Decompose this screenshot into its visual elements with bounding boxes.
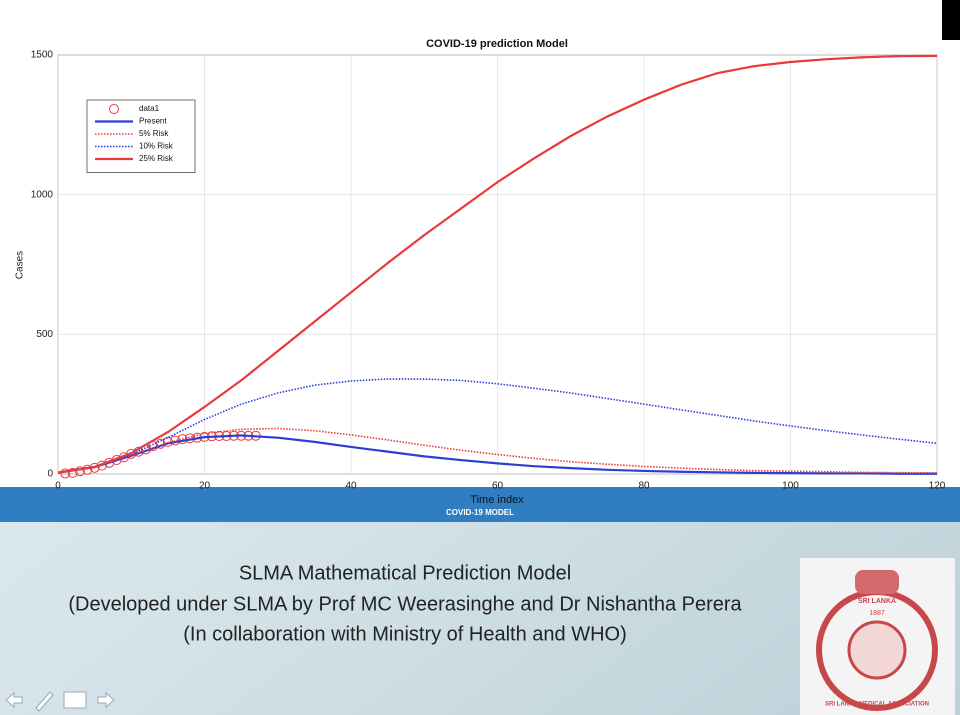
line bbox=[57, 54, 938, 474]
data-point bbox=[60, 468, 71, 479]
caption-line: (In collaboration with Ministry of Healt… bbox=[183, 623, 627, 645]
nav-icons[interactable] bbox=[5, 691, 115, 712]
nav-menu[interactable] bbox=[63, 691, 87, 709]
nav-back[interactable] bbox=[5, 691, 23, 709]
legend-box bbox=[86, 99, 196, 173]
legend-marker bbox=[109, 104, 119, 114]
legend-label: 25% Risk bbox=[139, 154, 174, 163]
line bbox=[57, 378, 938, 474]
logo-elephant bbox=[855, 570, 899, 594]
x-tick-label: 40 bbox=[345, 481, 357, 492]
y-tick-label: 500 bbox=[36, 329, 53, 340]
x-tick-label: 60 bbox=[492, 481, 504, 492]
x-tick-label: 80 bbox=[638, 481, 650, 492]
y-tick-label: 1500 bbox=[31, 50, 54, 61]
caption-line: (Developed under SLMA by Prof MC Weerasi… bbox=[68, 593, 742, 615]
x-tick-label: 20 bbox=[199, 481, 211, 492]
data-point bbox=[74, 466, 85, 477]
legend-label: data1 bbox=[139, 104, 160, 113]
banner-text: COVID-19 MODEL bbox=[446, 508, 514, 517]
nav-pen[interactable] bbox=[35, 691, 54, 712]
line bbox=[57, 434, 937, 475]
corner-strip bbox=[942, 0, 960, 40]
logo-center bbox=[847, 620, 907, 680]
y-axis-label: Cases bbox=[15, 251, 26, 279]
overlay: 0 500 1000 1500 0 20 40 60 80 100 120 bbox=[31, 50, 946, 492]
logo-text: SRI LANKA MEDICAL ASSOCIATION bbox=[825, 702, 929, 708]
banner bbox=[0, 487, 960, 522]
y-tick-label: 0 bbox=[47, 469, 53, 480]
caption-line: SLMA Mathematical Prediction Model bbox=[239, 562, 571, 584]
x-axis-label: Time index bbox=[470, 494, 524, 506]
legend-label: Present bbox=[139, 117, 167, 126]
data-point bbox=[67, 467, 78, 478]
legend-label: 5% Risk bbox=[139, 129, 169, 138]
y-tick-label: 1000 bbox=[31, 189, 54, 200]
logo-text: 1887 bbox=[869, 610, 885, 617]
logo-text: SRI LANKA bbox=[858, 598, 896, 605]
x-tick-label: 120 bbox=[929, 481, 946, 492]
x-tick-label: 100 bbox=[782, 481, 799, 492]
x-tick-label: 0 bbox=[55, 481, 61, 492]
nav-forward[interactable] bbox=[97, 691, 115, 709]
plot: data1 Present 5% Risk 10% Risk 25% Risk bbox=[57, 54, 938, 479]
chart-title: COVID-19 prediction Model bbox=[426, 38, 568, 50]
logo: SRI LANKA 1887 SRI LANKA MEDICAL ASSOCIA… bbox=[800, 558, 955, 715]
legend-label: 10% Risk bbox=[139, 142, 174, 151]
